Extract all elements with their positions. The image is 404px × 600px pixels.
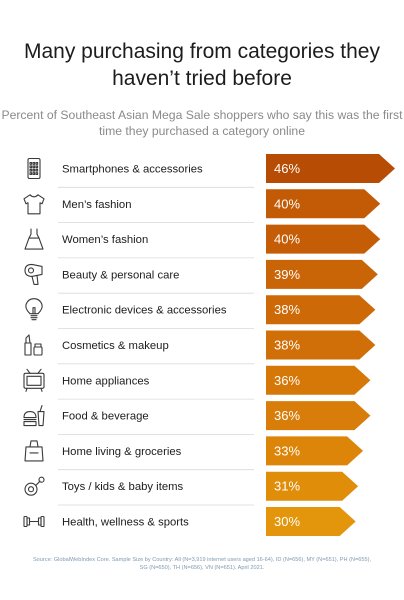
value-label: 46% (274, 161, 300, 176)
bar (266, 471, 359, 501)
category-label: Women’s fashion (62, 234, 148, 246)
value-label: 36% (274, 373, 300, 388)
value-label: 38% (274, 302, 300, 317)
value-label: 36% (274, 408, 300, 423)
food-icon (23, 405, 45, 427)
television-icon (23, 368, 45, 392)
bar (266, 154, 395, 183)
value-label: 33% (274, 443, 300, 458)
category-label: Home appliances (62, 375, 150, 387)
grocery-bag-icon (24, 440, 44, 462)
category-label: Men’s fashion (62, 199, 132, 211)
lipstick-icon (24, 334, 43, 356)
category-label: Electronic devices & accessories (62, 305, 227, 317)
category-label: Beauty & personal care (62, 269, 179, 281)
value-label: 31% (274, 479, 300, 494)
bar (266, 330, 376, 360)
value-label: 30% (274, 514, 300, 529)
bar (266, 507, 356, 536)
category-label: Toys / kids & baby items (62, 481, 184, 493)
dress-icon (24, 228, 44, 250)
category-label: Health, wellness & sports (62, 517, 189, 529)
bar (266, 189, 381, 219)
source-footnote: Source: GlobalWebIndex Core. Sample Size… (32, 557, 372, 571)
hair-dryer-icon (24, 263, 43, 285)
bar (266, 401, 371, 431)
light-bulb-icon (25, 298, 43, 321)
value-label: 40% (274, 232, 300, 247)
value-label: 38% (274, 338, 300, 353)
value-label: 40% (274, 196, 300, 211)
bar (266, 259, 378, 289)
smartphone-icon (27, 157, 41, 180)
value-label: 39% (274, 267, 300, 282)
bar (266, 224, 381, 254)
dumbbell-icon (23, 515, 45, 528)
shirt-icon (23, 194, 45, 215)
category-label: Smartphones & accessories (62, 164, 203, 176)
bar (266, 436, 364, 466)
pacifier-icon (24, 476, 45, 496)
category-label: Food & beverage (62, 411, 149, 423)
category-label: Home living & groceries (62, 446, 182, 458)
chart-title: Many purchasing from categories they hav… (23, 40, 380, 90)
bar-chart: Smartphones & accessories 46% Men’s fashio… (23, 154, 395, 536)
chart-subtitle: Percent of Southeast Asian Mega Sale sho… (1, 108, 403, 138)
category-label: Cosmetics & makeup (62, 340, 169, 352)
bar (266, 365, 371, 395)
bar (266, 295, 376, 325)
